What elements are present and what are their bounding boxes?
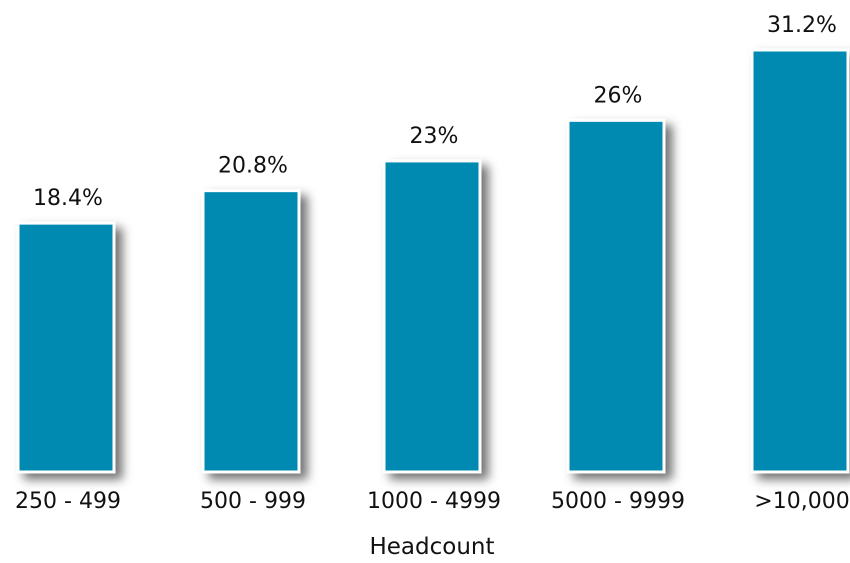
category-label-3: 5000 - 9999 — [551, 489, 685, 514]
bar-2 — [382, 159, 482, 474]
bar-1 — [201, 189, 301, 474]
value-label-0: 18.4% — [33, 186, 103, 211]
category-labels-layer: 250 - 499 500 - 999 1000 - 4999 5000 - 9999… — [15, 489, 850, 514]
bars-layer — [16, 48, 850, 474]
category-label-1: 500 - 999 — [200, 489, 306, 514]
value-labels-layer: 18.4% 20.8% 23% 26% 31.2% — [33, 13, 837, 211]
category-label-2: 1000 - 4999 — [367, 489, 501, 514]
x-axis-title: Headcount — [369, 534, 494, 560]
category-label-4: >10,000 — [754, 489, 849, 514]
bar-4 — [750, 48, 850, 474]
value-label-3: 26% — [594, 83, 643, 108]
value-label-2: 23% — [410, 124, 459, 149]
bar-0 — [16, 221, 116, 474]
bar-3 — [566, 118, 666, 474]
value-label-1: 20.8% — [218, 154, 288, 179]
value-label-4: 31.2% — [767, 13, 837, 38]
category-label-0: 250 - 499 — [15, 489, 121, 514]
